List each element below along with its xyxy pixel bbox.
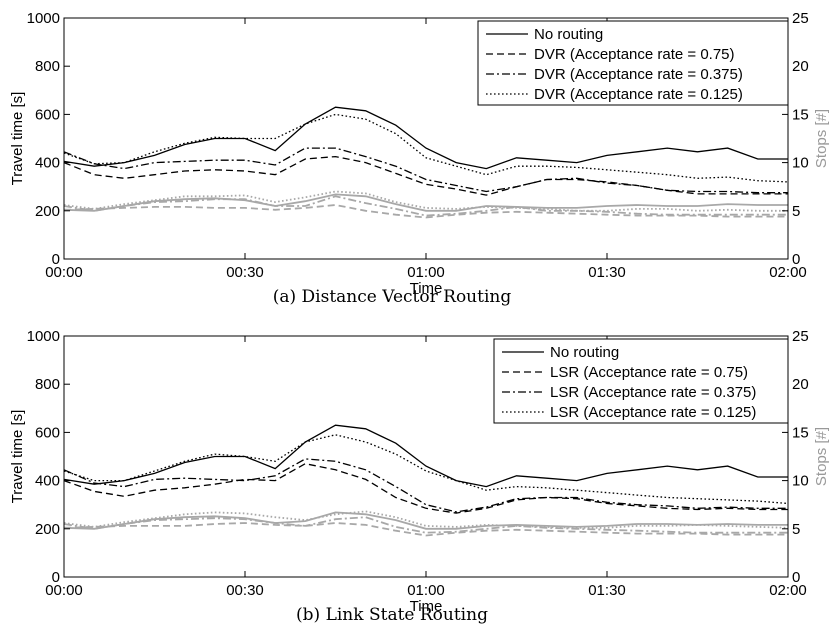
stops-series-line-4: [63, 193, 788, 212]
legend-label: DVR (Acceptance rate = 0.375): [534, 66, 743, 83]
y-axis-label: Travel time [s]: [9, 92, 26, 186]
figure-caption: (a) Distance Vector Routing: [273, 287, 512, 307]
legend-label: DVR (Acceptance rate = 0.125): [534, 86, 743, 103]
x-tick-label: 00:30: [226, 264, 264, 281]
travel-time-series-line-3: [63, 434, 789, 505]
travel-time-series-line-0: [63, 424, 788, 488]
x-tick-label: 00:00: [45, 582, 83, 599]
y2-tick-label: 20: [792, 58, 809, 75]
y2-tick-label: 5: [792, 203, 800, 220]
y-tick-label: 200: [35, 203, 60, 220]
x-tick-label: 00:30: [226, 582, 264, 599]
y2-tick-label: 25: [792, 328, 809, 345]
y2-tick-label: 0: [792, 251, 800, 268]
y-tick-label: 800: [35, 376, 60, 393]
travel-time-series-line-2: [63, 458, 788, 513]
legend-box: [493, 338, 789, 424]
y-axis-label: Travel time [s]: [9, 410, 26, 504]
y2-tick-label: 5: [792, 521, 800, 538]
legend-box: [477, 20, 789, 106]
stops-series-line-7: [63, 190, 788, 212]
stops-series-line-5: [63, 204, 788, 219]
x-tick-label: 00:00: [45, 264, 83, 281]
y-tick-label: 1000: [27, 328, 60, 345]
x-tick-label: 02:00: [769, 582, 807, 599]
y2-tick-label: 0: [792, 569, 800, 586]
y2-axis-label: Stops [#]: [813, 109, 830, 168]
stops-series-line-6: [63, 516, 788, 534]
y-tick-label: 800: [35, 58, 60, 75]
chart-panel-2: 0 200 400 600 800 1000 0 5 10 15 20 25 00:00 00:30 01:…: [9, 328, 830, 625]
x-tick-label: 01:30: [588, 264, 626, 281]
x-tick-label: 01:00: [407, 264, 445, 281]
legend-label: DVR (Acceptance rate = 0.75): [534, 46, 735, 63]
travel-time-series-line-2: [63, 147, 788, 194]
y2-tick-label: 20: [792, 376, 809, 393]
legend-label: No routing: [534, 26, 603, 43]
y-tick-label: 600: [35, 424, 60, 441]
x-axis-label: Time: [410, 280, 443, 297]
x-tick-label: 01:00: [407, 582, 445, 599]
legend-label: No routing: [550, 344, 619, 361]
stops-series-line-7: [63, 510, 789, 529]
y2-tick-label: 15: [792, 106, 809, 123]
y2-tick-label: 10: [792, 155, 809, 172]
chart-panel-1: 0 200 400 600 800 1000 0 5 10 15 20 25 00:00 00:30 01:…: [9, 10, 830, 307]
travel-time-series-line-1: [63, 463, 788, 514]
legend: No routing LSR (Acceptance rate = 0.75) LS…: [493, 338, 789, 424]
y-tick-label: 0: [52, 569, 60, 586]
x-tick-label: 02:00: [769, 264, 807, 281]
stops-series-line-5: [63, 522, 788, 537]
legend-label: LSR (Acceptance rate = 0.75): [550, 364, 748, 381]
y-tick-label: 1000: [27, 10, 60, 27]
y-tick-label: 400: [35, 473, 60, 490]
y-tick-label: 400: [35, 155, 60, 172]
x-tick-label: 01:30: [588, 582, 626, 599]
travel-time-series-line-3: [63, 113, 789, 183]
y-tick-label: 600: [35, 106, 60, 123]
y-tick-label: 0: [52, 251, 60, 268]
x-axis-label: Time: [410, 598, 443, 615]
travel-time-series-line-0: [63, 106, 788, 170]
y-tick-label: 200: [35, 521, 60, 538]
y2-tick-label: 15: [792, 424, 809, 441]
travel-time-series-line-1: [63, 155, 788, 196]
figure-caption: (b) Link State Routing: [296, 605, 488, 625]
stops-series-line-4: [63, 511, 788, 530]
y2-tick-label: 25: [792, 10, 809, 27]
legend-label: LSR (Acceptance rate = 0.125): [550, 404, 756, 421]
y2-axis-label: Stops [#]: [813, 427, 830, 486]
legend: No routing DVR (Acceptance rate = 0.75) DV…: [477, 20, 789, 106]
y2-tick-label: 10: [792, 473, 809, 490]
legend-label: LSR (Acceptance rate = 0.375): [550, 384, 756, 401]
stops-series-line-6: [63, 195, 788, 217]
